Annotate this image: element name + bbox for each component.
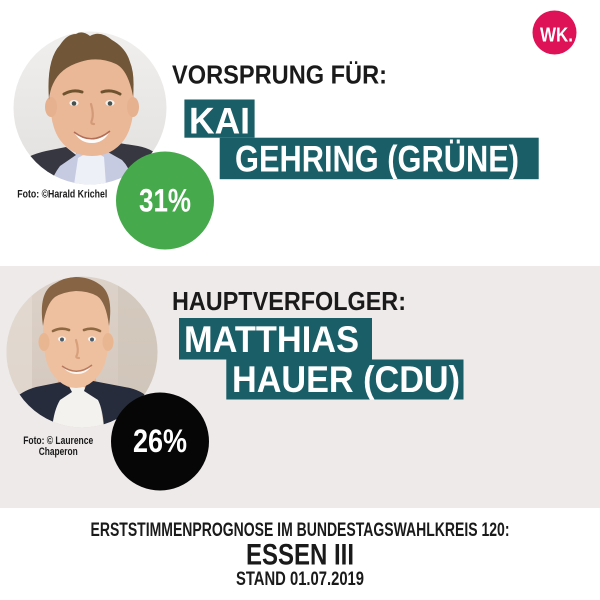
svg-text:26%: 26% <box>133 423 187 459</box>
svg-text:ESSEN III: ESSEN III <box>246 539 354 572</box>
svg-text:Foto: ©Harald Krichel: Foto: ©Harald Krichel <box>17 189 107 201</box>
svg-text:HAUER (CDU): HAUER (CDU) <box>232 359 460 400</box>
svg-text:MATTHIAS: MATTHIAS <box>184 319 359 360</box>
svg-text:HAUPTVERFOLGER:: HAUPTVERFOLGER: <box>172 286 406 316</box>
svg-text:31%: 31% <box>139 183 191 219</box>
svg-text:ERSTSTIMMENPROGNOSE IM BUNDEST: ERSTSTIMMENPROGNOSE IM BUNDESTAGSWAHLKRE… <box>91 520 510 541</box>
svg-text:WK.: WK. <box>540 24 573 47</box>
svg-text:Foto: © Laurence: Foto: © Laurence <box>23 435 93 447</box>
svg-text:GEHRING (GRÜNE): GEHRING (GRÜNE) <box>235 139 519 180</box>
svg-text:STAND 01.07.2019: STAND 01.07.2019 <box>236 569 364 590</box>
svg-text:Chaperon: Chaperon <box>39 446 78 458</box>
svg-text:KAI: KAI <box>189 101 250 142</box>
svg-text:VORSPRUNG FÜR:: VORSPRUNG FÜR: <box>172 60 387 90</box>
